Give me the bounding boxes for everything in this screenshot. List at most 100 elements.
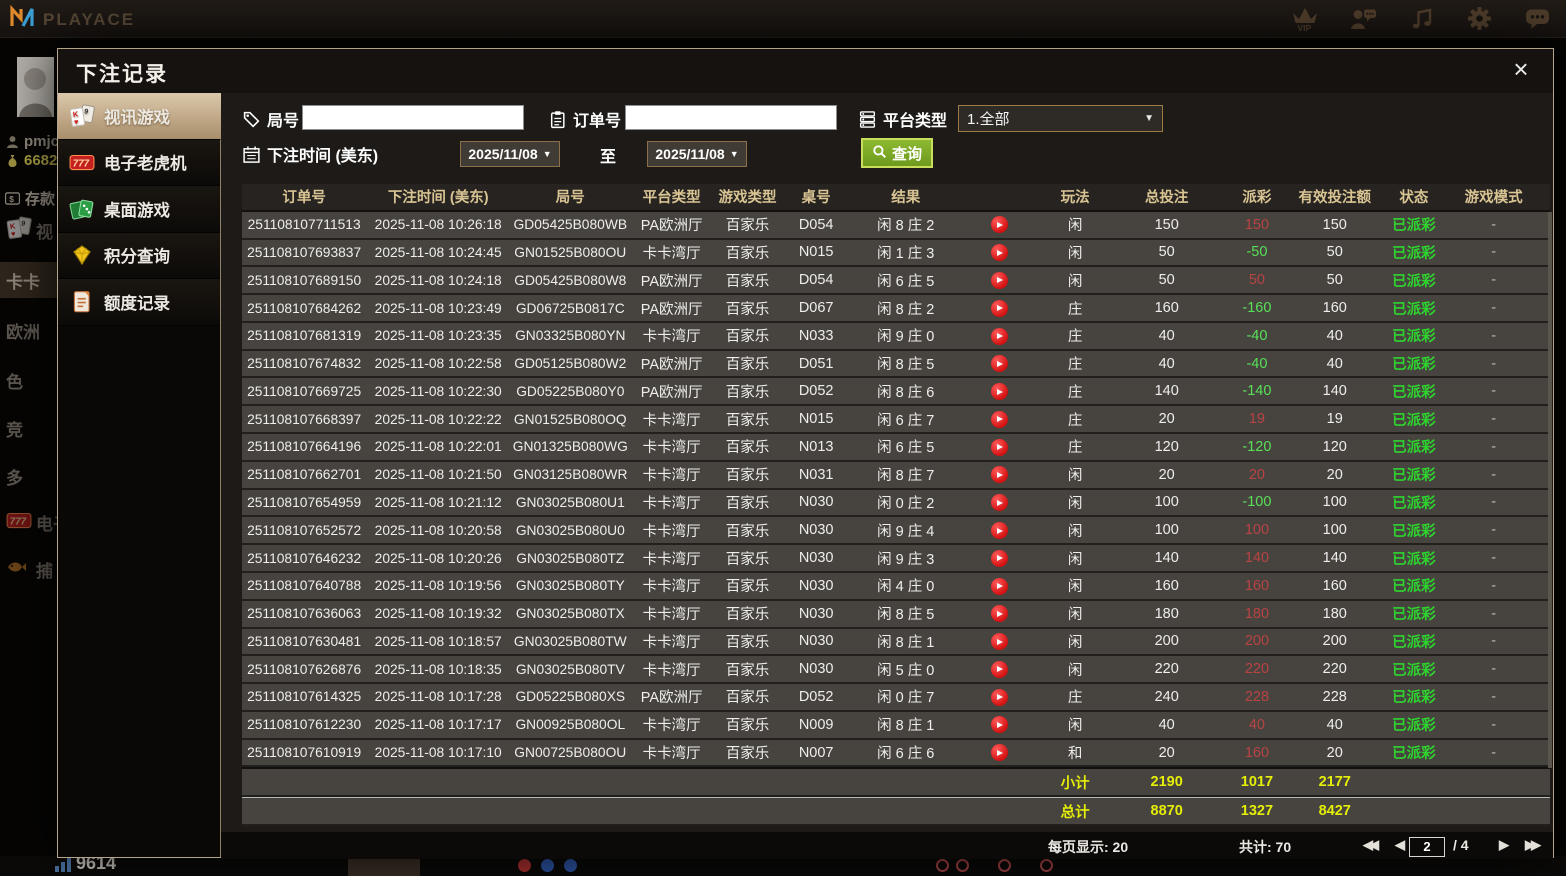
- cell-result: 闲 6 庄 6: [877, 746, 935, 763]
- cell-time: 2025-11-08 10:17:10: [374, 745, 502, 761]
- date-to-picker[interactable]: 2025/11/08 ▼: [647, 141, 747, 167]
- user-icon: [6, 136, 19, 148]
- background-menu-item[interactable]: 9 K ♥ 视: [0, 212, 166, 248]
- cell-round: GD05425B080WB: [513, 217, 628, 233]
- svg-text:777: 777: [73, 159, 90, 170]
- replay-icon[interactable]: [990, 494, 1008, 512]
- replay-icon[interactable]: [990, 271, 1008, 289]
- background-menu-item[interactable]: 多: [0, 458, 166, 494]
- column-header: 游戏类型: [718, 190, 777, 207]
- replay-icon[interactable]: [990, 355, 1008, 373]
- background-menu-item[interactable]: 捕: [0, 551, 166, 587]
- page-number-input[interactable]: 2: [1409, 837, 1445, 857]
- cell-mode: -: [1491, 633, 1497, 650]
- music-icon[interactable]: [1406, 5, 1436, 33]
- user-avatar[interactable]: [17, 57, 54, 117]
- prev-page-button[interactable]: ◀: [1395, 837, 1405, 852]
- cell-game: 百家乐: [725, 495, 770, 512]
- cell-round: GN03025B080TZ: [516, 550, 625, 566]
- scrollbar[interactable]: [1548, 212, 1552, 768]
- replay-icon[interactable]: [990, 244, 1008, 262]
- svg-text:$: $: [9, 194, 14, 204]
- sidebar-tab-1[interactable]: 777 电子老虎机: [58, 139, 220, 186]
- brand-logo[interactable]: PLAYACE: [10, 4, 135, 35]
- column-header: 总投注: [1144, 190, 1189, 207]
- replay-icon[interactable]: [990, 522, 1008, 540]
- settings-gear-icon[interactable]: [1464, 5, 1494, 33]
- cell-time: 2025-11-08 10:23:35: [374, 328, 502, 344]
- close-icon[interactable]: ×: [1513, 54, 1529, 84]
- cell-payout: -40: [1246, 327, 1268, 344]
- replay-icon[interactable]: [990, 549, 1008, 567]
- status-badge: 已派彩: [1392, 634, 1436, 651]
- cell-game: 百家乐: [725, 662, 770, 679]
- order-number-input[interactable]: [625, 105, 837, 130]
- sidebar-tab-0[interactable]: 9 K ♥ 视讯游戏: [58, 93, 235, 140]
- cell-mode: -: [1491, 300, 1497, 317]
- cell-bet: 20: [1158, 411, 1175, 428]
- background-menu-item[interactable]: 欧洲: [0, 312, 166, 348]
- cell-order: 251108107684262: [247, 300, 362, 316]
- status-badge: 已派彩: [1392, 273, 1436, 290]
- cell-time: 2025-11-08 10:23:49: [374, 300, 502, 316]
- cell-platform: 卡卡湾厅: [642, 551, 701, 568]
- replay-icon[interactable]: [990, 688, 1008, 706]
- cell-table: N013: [798, 438, 834, 455]
- cell-time: 2025-11-08 10:17:17: [374, 717, 502, 733]
- cell-bet: 160: [1154, 577, 1179, 594]
- cell-ptype: 闲: [1067, 551, 1083, 568]
- replay-icon[interactable]: [990, 410, 1008, 428]
- messages-icon[interactable]: [1522, 5, 1552, 33]
- deposit-button[interactable]: $ 存款: [5, 188, 55, 209]
- replay-icon[interactable]: [990, 716, 1008, 734]
- cell-platform: 卡卡湾厅: [642, 607, 701, 624]
- replay-icon[interactable]: [990, 660, 1008, 678]
- cell-order: 251108107654959: [247, 494, 362, 510]
- replay-icon[interactable]: [990, 466, 1008, 484]
- support-chat-icon[interactable]: [1348, 5, 1378, 33]
- background-menu-label: 竞: [6, 420, 23, 440]
- next-page-button[interactable]: ▶: [1499, 837, 1509, 852]
- cell-time: 2025-11-08 10:20:58: [374, 522, 502, 538]
- background-menu-item[interactable]: 竞: [0, 410, 166, 446]
- cards-icon: 9 K ♥: [69, 103, 95, 129]
- status-badge: 已派彩: [1392, 245, 1436, 262]
- replay-icon[interactable]: [990, 577, 1008, 595]
- vip-icon[interactable]: VIP: [1290, 5, 1320, 33]
- sidebar-tab-4[interactable]: 额度记录: [58, 279, 220, 326]
- replay-icon[interactable]: [990, 383, 1008, 401]
- table-row: 251108107662701 2025-11-08 10:21:50 GN0312…: [242, 461, 1550, 490]
- column-header: 局号: [555, 190, 585, 207]
- sidebar-tab-3[interactable]: 积分查询: [58, 232, 220, 279]
- replay-icon[interactable]: [990, 216, 1008, 234]
- cell-mode: -: [1491, 244, 1497, 261]
- date-from-picker[interactable]: 2025/11/08 ▼: [460, 141, 560, 167]
- replay-icon[interactable]: [990, 605, 1008, 623]
- replay-icon[interactable]: [990, 744, 1008, 762]
- cell-bet: 200: [1154, 633, 1179, 650]
- table-header-row: 订单号 下注时间 (美东) 局号 平台类型 游戏类型 桌号 结果 玩法 总投注 派彩 有效投注额 状态…: [242, 184, 1550, 212]
- column-header: 玩法: [1060, 190, 1090, 207]
- cell-platform: 卡卡湾厅: [642, 718, 701, 735]
- cell-payout: 200: [1244, 633, 1270, 650]
- cell-result: 闲 4 庄 0: [877, 579, 935, 596]
- cell-valid: 140: [1322, 383, 1347, 400]
- replay-icon[interactable]: [990, 633, 1008, 651]
- round-number-input[interactable]: [302, 105, 524, 130]
- cell-platform: PA欧洲厅: [640, 384, 703, 401]
- cell-platform: 卡卡湾厅: [642, 523, 701, 540]
- quota-icon: [69, 289, 95, 315]
- sidebar-tab-2[interactable]: 桌面游戏: [58, 186, 220, 233]
- last-page-button[interactable]: ▶▶: [1525, 837, 1541, 852]
- replay-icon[interactable]: [990, 327, 1008, 345]
- platform-type-select[interactable]: 1.全部 ▼: [958, 105, 1163, 132]
- cell-result: 闲 6 庄 7: [877, 412, 935, 429]
- replay-icon[interactable]: [990, 299, 1008, 317]
- tag-icon: [242, 110, 261, 129]
- replay-icon[interactable]: [990, 438, 1008, 456]
- background-menu-item[interactable]: 色: [0, 362, 166, 398]
- first-page-button[interactable]: ◀◀: [1363, 837, 1379, 852]
- search-button[interactable]: 查询: [861, 138, 934, 168]
- cell-order: 251108107662701: [247, 467, 362, 483]
